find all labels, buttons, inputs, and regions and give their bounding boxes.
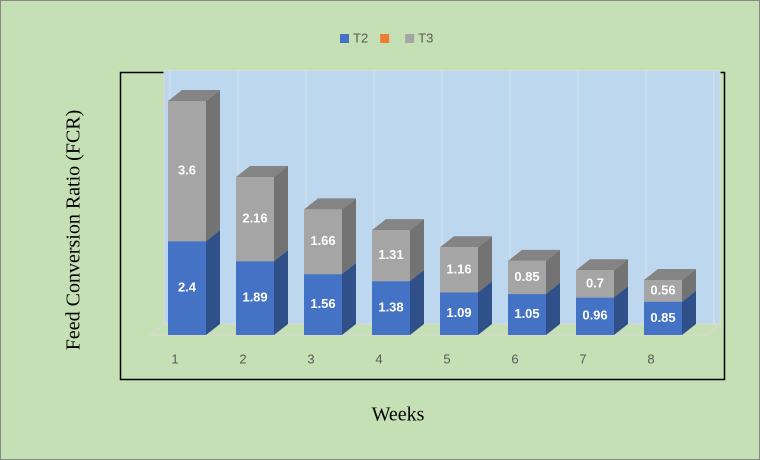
data-label: 1.38 [378,300,403,315]
data-label: 0.7 [586,275,604,290]
data-label: 2.4 [178,280,197,295]
bar-side [682,269,696,302]
bar-side [478,281,492,335]
x-tick-label: 1 [171,351,178,366]
bar [236,261,274,335]
bar-side [342,263,356,335]
bar [236,177,274,262]
bar-side [546,249,560,295]
data-label: 1.66 [310,233,335,248]
data-label: 0.56 [650,282,675,297]
data-label: 1.05 [514,306,539,321]
bar-side [614,259,628,298]
bar [372,281,410,335]
data-label: 1.16 [446,261,471,276]
legend-swatch [405,34,415,43]
bar-top [576,259,628,271]
bar-top [644,269,696,281]
data-label: 0.96 [582,308,607,323]
bar-side [410,270,424,335]
bar-side [274,166,288,262]
data-label: 1.56 [310,296,335,311]
bar-side [614,286,628,335]
data-label: 0.85 [514,269,539,284]
x-tick-label: 3 [307,351,314,366]
x-tick-label: 2 [239,351,246,366]
bar-side [546,283,560,335]
bar-side [410,219,424,282]
bar-side [342,198,356,275]
data-label: 1.31 [378,247,403,262]
legend-label: T2 [353,30,368,45]
legend-label: T3 [418,30,433,45]
bar [644,280,682,302]
bar-side [478,236,492,293]
x-tick-label: 8 [647,351,654,366]
x-tick-label: 5 [443,351,450,366]
bar [644,301,682,335]
legend-swatch [340,34,349,43]
data-label: 0.85 [650,310,675,325]
bar [304,274,342,335]
bar-side [206,230,220,335]
x-tick-label: 7 [579,351,586,366]
bar [508,260,546,295]
x-axis-label: Weeks [372,404,425,426]
bar [440,247,478,293]
bar-top [508,249,560,261]
bar-side [274,250,288,335]
x-tick-label: 6 [511,351,518,366]
bar [372,230,410,282]
bar-top [440,236,492,248]
bar-side [206,90,220,242]
bar-top [236,166,288,178]
bar [304,209,342,275]
bar [576,297,614,335]
bar [440,292,478,335]
data-label: 1.09 [446,305,471,320]
bar [576,270,614,298]
bar [168,101,206,242]
data-label: 2.16 [242,211,267,226]
data-label: 1.89 [242,290,267,305]
bar [508,294,546,335]
bar-top [168,90,220,101]
bar-top [304,198,356,210]
data-label: 3.6 [178,163,196,178]
bar [168,241,206,335]
legend-swatch [380,34,390,43]
y-axis-label: Feed Conversion Ratio (FCR) [63,110,85,351]
bar-side [682,290,696,335]
bar-top [372,219,424,231]
x-tick-label: 4 [375,351,382,366]
